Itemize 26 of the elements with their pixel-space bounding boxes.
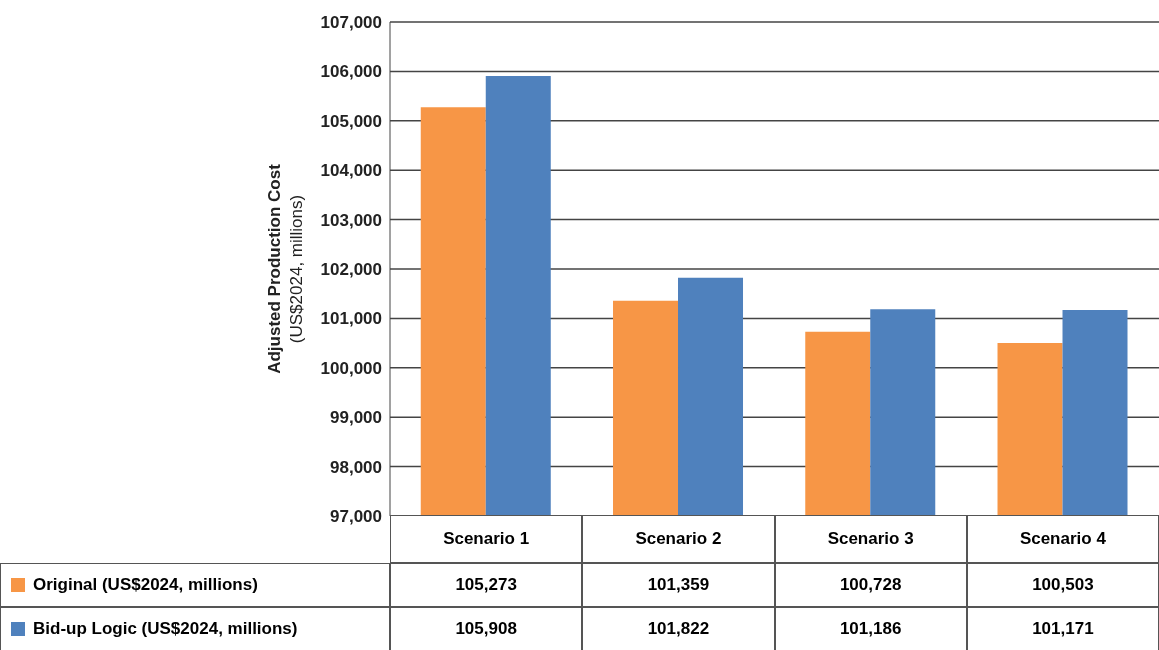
x-tick-label: Scenario 1 bbox=[390, 515, 583, 563]
x-tick-label: Scenario 2 bbox=[582, 515, 775, 563]
y-tick-label: 102,000 bbox=[320, 260, 382, 280]
legend-label: Original (US$2024, millions) bbox=[33, 575, 258, 595]
data-label: 105,908 bbox=[390, 607, 583, 650]
data-label: 101,171 bbox=[966, 607, 1159, 650]
y-tick-label: 101,000 bbox=[320, 309, 382, 329]
x-tick-label: Scenario 3 bbox=[774, 515, 967, 563]
y-tick-label: 97,000 bbox=[330, 507, 382, 527]
legend-label: Bid-up Logic (US$2024, millions) bbox=[33, 619, 298, 639]
y-tick-label: 104,000 bbox=[320, 161, 382, 181]
data-label: 101,822 bbox=[582, 607, 775, 650]
y-tick-label: 107,000 bbox=[320, 13, 382, 33]
y-tick-label: 100,000 bbox=[320, 358, 382, 378]
data-label: 100,728 bbox=[774, 563, 967, 607]
y-tick-label: 105,000 bbox=[320, 111, 382, 131]
data-label: 100,503 bbox=[966, 563, 1159, 607]
y-tick-label: 98,000 bbox=[330, 457, 382, 477]
y-tick-label: 103,000 bbox=[320, 210, 382, 230]
data-label: 105,273 bbox=[390, 563, 583, 607]
data-label: 101,186 bbox=[774, 607, 967, 650]
data-label: 101,359 bbox=[582, 563, 775, 607]
y-tick-label: 99,000 bbox=[330, 408, 382, 428]
y-tick-label: 106,000 bbox=[320, 62, 382, 82]
y-axis-title: Adjusted Production Cost (US$2024, millions) bbox=[265, 163, 306, 374]
x-tick-label: Scenario 4 bbox=[966, 515, 1159, 563]
